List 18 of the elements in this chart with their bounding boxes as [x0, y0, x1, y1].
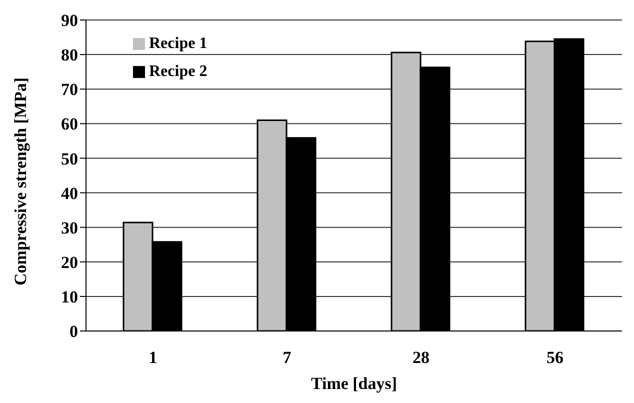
y-axis-title: Compressive strength [MPa]: [11, 77, 30, 286]
legend-label: Recipe 2: [149, 63, 208, 80]
y-tick-label: 40: [61, 184, 78, 203]
y-tick-label: 30: [61, 218, 78, 238]
legend-label: Recipe 1: [149, 35, 208, 52]
y-tick-label: 10: [61, 287, 78, 306]
y-tick-label: 0: [70, 322, 78, 342]
y-tick-label: 70: [61, 80, 78, 100]
y-tick-label: 90: [61, 11, 78, 30]
y-tick-label: 60: [61, 114, 78, 134]
x-axis-title: Time [days]: [310, 374, 398, 393]
y-tick-label: 50: [61, 149, 78, 168]
x-tick-label: 28: [412, 348, 430, 368]
x-tick-label: 7: [282, 348, 292, 368]
y-tick-label: 20: [61, 252, 78, 272]
y-tick-label: 80: [61, 46, 78, 65]
x-tick-label: 56: [546, 348, 564, 368]
x-tick-label: 1: [148, 348, 158, 368]
